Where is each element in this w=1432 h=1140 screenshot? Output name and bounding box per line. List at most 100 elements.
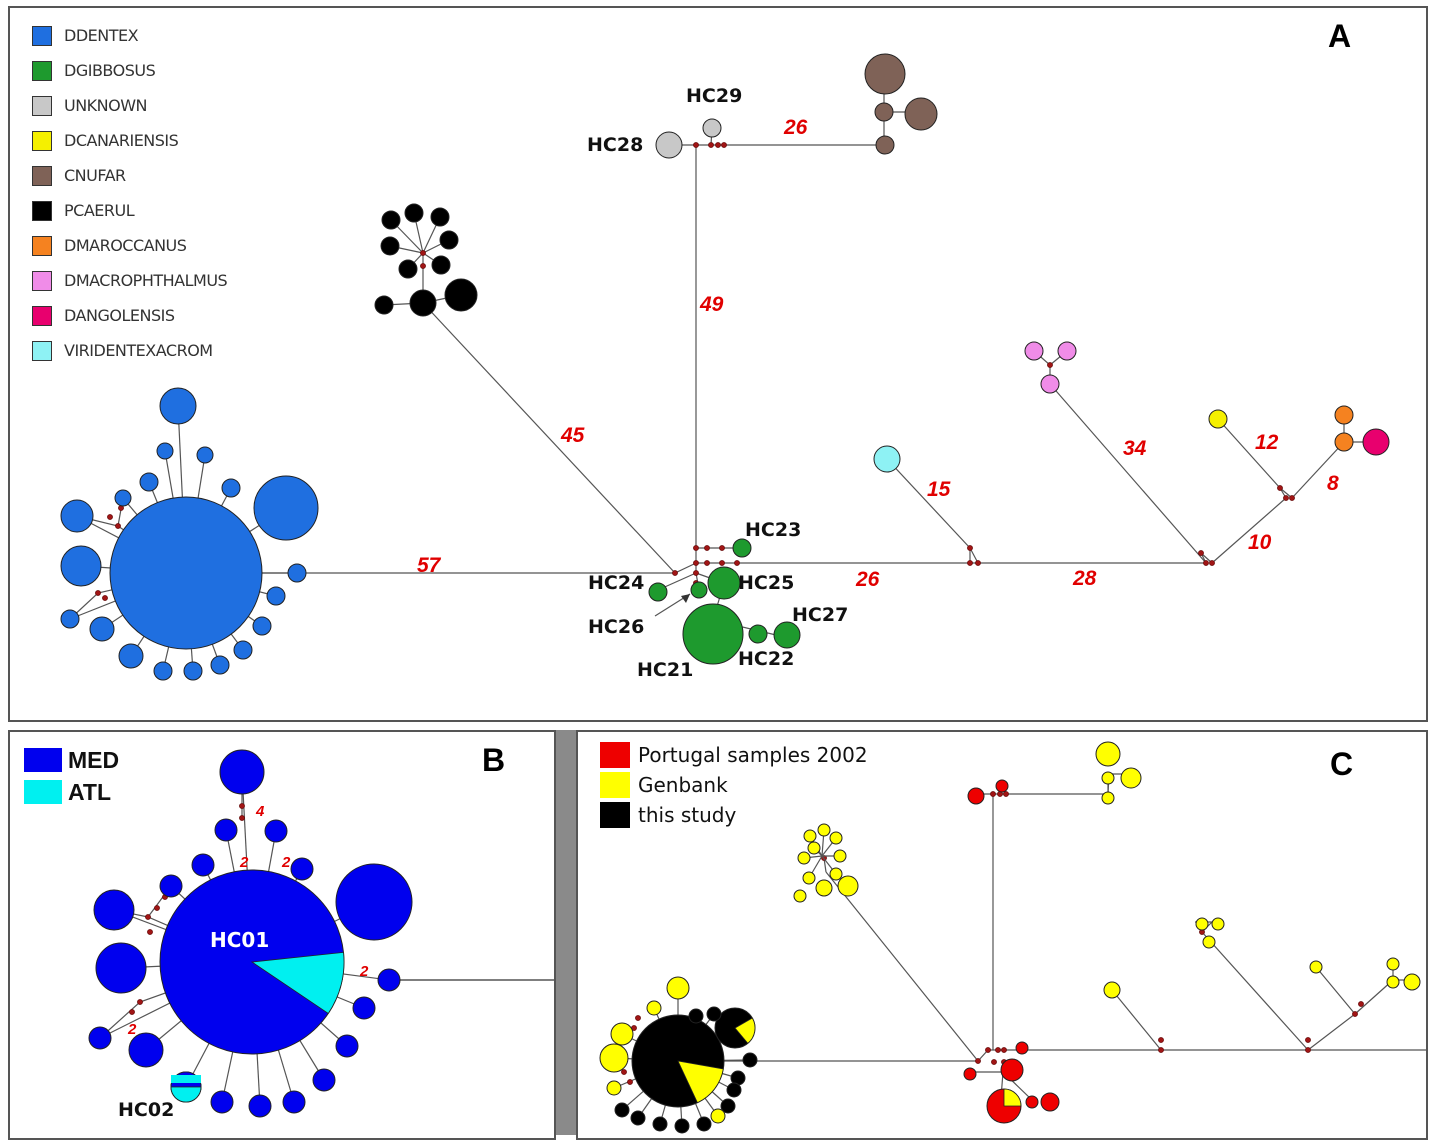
median-vector [621,1069,627,1075]
haplotype-node [153,661,173,681]
mutation-count: 4 [255,803,265,820]
mutation-count: 45 [560,424,585,447]
median-vector [154,905,160,911]
source-legend-item: Portugal samples 2002 [600,740,868,770]
haplotype-node [159,874,183,898]
haplotype-node [1202,935,1216,949]
source-legend: Portugal samples 2002 Genbank this study [600,740,868,830]
haplotype-node [252,616,272,636]
median-vector [95,590,101,596]
median-vector [420,263,426,269]
haplotype-node [374,295,394,315]
haplotype-node [690,581,708,599]
haplotype-node [803,829,817,843]
haplotype-label: HC25 [738,572,794,594]
median-vector [129,1009,135,1015]
median-vector [990,791,996,797]
source-legend-item: this study [600,800,868,830]
haplotype-node [156,442,174,460]
mutation-count: 15 [927,478,951,501]
haplotype-node [221,478,241,498]
legend-label: DMACROPHTHALMUS [64,271,228,290]
genbank-slice [1003,1088,1022,1107]
haplotype-node [210,655,230,675]
haplotype-node [404,203,424,223]
atl-slice [170,1086,202,1103]
haplotype-node [1103,981,1121,999]
haplotype-node [380,236,400,256]
haplotype-node [655,131,683,159]
haplotype-node [128,1032,164,1068]
haplotype-node [707,566,741,600]
haplotype-node [210,1090,234,1114]
haplotype-node [95,942,147,994]
panel-label-b: B [482,742,506,778]
haplotype-node [748,624,768,644]
legend-swatch [600,772,630,798]
haplotype-node [183,661,203,681]
median-vector [693,560,699,566]
median-vector [239,803,245,809]
median-vector [719,545,725,551]
haplotype-node [606,1080,622,1096]
haplotype-node [1025,1095,1039,1109]
median-vector [1047,362,1053,368]
median-vector [975,1058,981,1064]
network-edge [1217,418,1281,489]
legend-label: DMAROCCANUS [64,236,187,255]
haplotype-node [1040,1092,1060,1112]
haplotype-node [1386,957,1400,971]
haplotype-node [248,1094,272,1118]
haplotype-label: HC29 [686,85,742,107]
pointer-arrow [681,594,690,603]
haplotype-node [266,586,286,606]
haplotype-node [253,475,319,541]
haplotype-node [630,1110,646,1126]
mutation-count: 34 [1123,437,1147,460]
panel-a: HC29 HC28 HC23 HC24 HC25 HC26 HC27 HC22 HC21 26 49… [8,6,1428,722]
legend-label: MED [68,746,120,773]
haplotype-node [710,1108,726,1124]
region-legend-item: ATL [24,776,119,808]
median-vector [704,545,710,551]
haplotype-node [444,278,478,312]
haplotype-node [139,472,159,492]
median-vector [715,142,721,148]
panel-b: HC01 HC02 4 2 2 2 2 MED ATL B [8,730,556,1140]
legend-label: DANGOLENSIS [64,306,175,325]
network-edge [1201,931,1309,1051]
median-vector [107,514,113,520]
legend-label: PCAERUL [64,201,135,220]
median-vector [672,570,678,576]
species-legend-item: DANGOLENSIS [32,298,227,333]
median-vector [102,595,108,601]
legend-swatch [32,270,52,291]
haplotype-node [773,621,801,649]
haplotype-node [1101,771,1115,785]
haplotype-node [793,889,807,903]
haplotype-label: HC02 [118,1099,174,1121]
species-legend-item: CNUFAR [32,158,227,193]
median-vector [1352,1011,1358,1017]
haplotype-node [109,496,263,650]
haplotype-network-b: HC01 HC02 4 2 2 2 2 [88,749,554,1121]
median-vector [1158,1037,1164,1043]
haplotype-node [1386,975,1400,989]
legend-label: UNKNOWN [64,96,148,115]
haplotype-node [995,779,1009,793]
haplotype-node [381,210,401,230]
source-legend-item: Genbank [600,770,868,800]
haplotype-node [1057,341,1077,361]
median-vector [1289,495,1295,501]
genbank-slice [677,1060,724,1104]
median-vector [967,545,973,551]
median-vector [147,929,153,935]
genbank-slice [734,1017,756,1044]
haplotype-node [599,1043,629,1073]
mutation-count: 2 [359,963,369,980]
atl-slice [250,951,345,1015]
legend-swatch [32,340,52,361]
haplotype-node [439,230,459,250]
median-vector [1305,1037,1311,1043]
median-vector [975,560,981,566]
